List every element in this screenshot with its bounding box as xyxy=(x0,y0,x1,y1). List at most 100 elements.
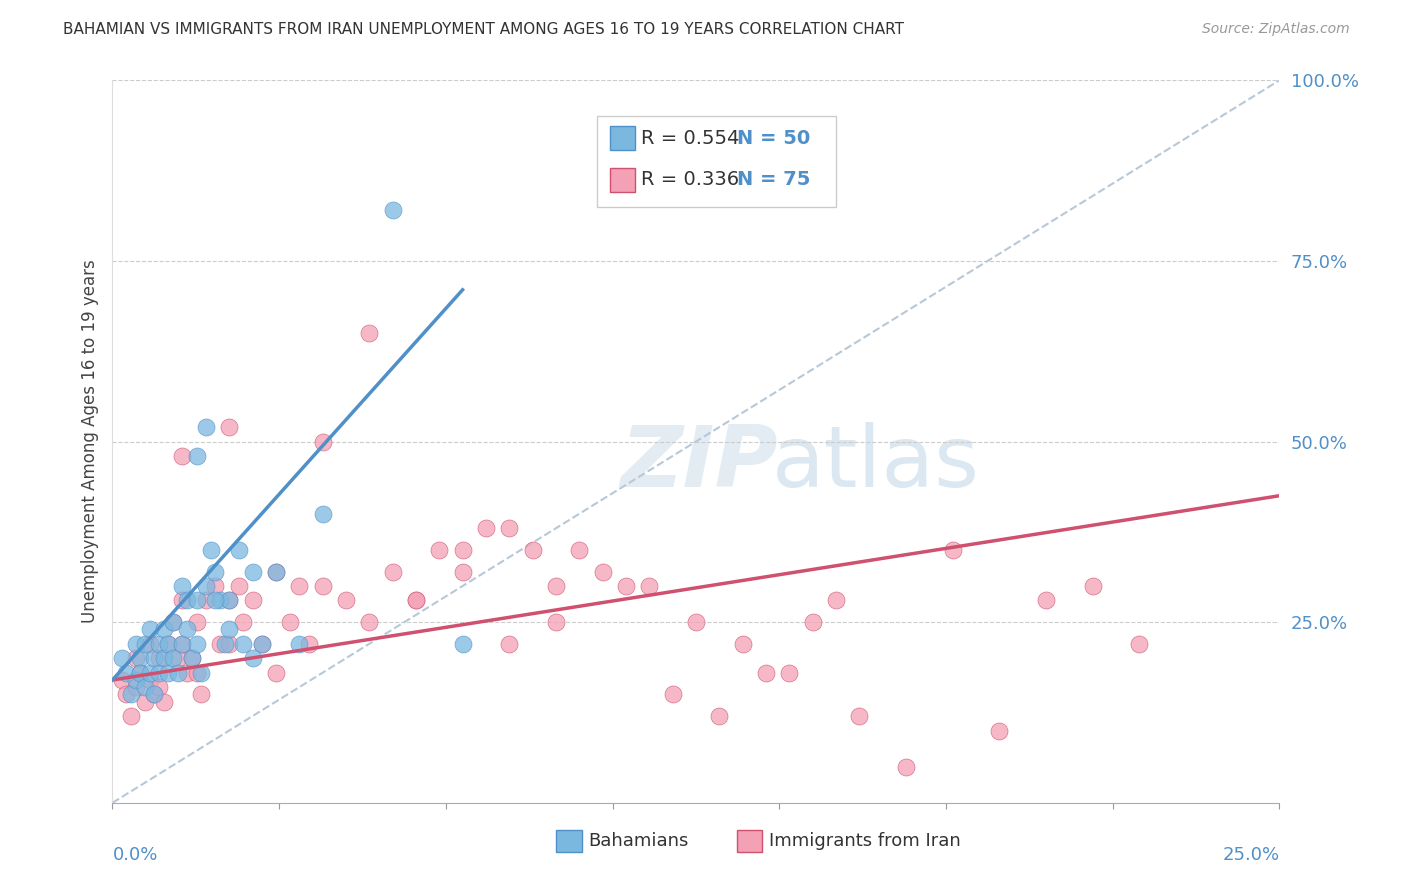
Point xyxy=(129,665,152,680)
Point xyxy=(129,651,152,665)
Point xyxy=(405,593,427,607)
Point xyxy=(157,665,180,680)
Point xyxy=(264,565,287,579)
Point xyxy=(214,637,236,651)
Point xyxy=(153,623,176,637)
Point xyxy=(153,651,176,665)
Point xyxy=(498,521,520,535)
Point xyxy=(250,637,273,651)
Point xyxy=(176,623,198,637)
Point xyxy=(180,651,202,665)
Point xyxy=(755,665,778,680)
Point xyxy=(228,542,250,557)
Bar xyxy=(737,830,762,852)
Point xyxy=(143,651,166,665)
Point xyxy=(311,507,333,521)
Point xyxy=(186,615,208,630)
Point xyxy=(200,542,222,557)
Point xyxy=(139,665,162,680)
Bar xyxy=(610,168,636,193)
Point xyxy=(848,709,870,723)
Point xyxy=(153,695,176,709)
Text: R = 0.554: R = 0.554 xyxy=(641,128,740,147)
Point xyxy=(148,637,170,651)
Point xyxy=(208,593,231,607)
Point xyxy=(1081,579,1104,593)
Point xyxy=(204,579,226,593)
Text: Source: ZipAtlas.com: Source: ZipAtlas.com xyxy=(1202,22,1350,37)
Point xyxy=(1035,593,1057,607)
Point xyxy=(166,651,188,665)
Point xyxy=(162,651,184,665)
Point xyxy=(731,637,754,651)
Point xyxy=(143,687,166,701)
Point xyxy=(190,665,212,680)
Point xyxy=(134,637,156,651)
Point xyxy=(134,680,156,694)
Point xyxy=(148,651,170,665)
Point xyxy=(180,651,202,665)
Y-axis label: Unemployment Among Ages 16 to 19 years: Unemployment Among Ages 16 to 19 years xyxy=(80,260,98,624)
Point xyxy=(204,593,226,607)
Point xyxy=(194,420,217,434)
Point xyxy=(614,579,637,593)
Point xyxy=(120,709,142,723)
Point xyxy=(125,680,148,694)
Point xyxy=(166,665,188,680)
Point xyxy=(194,579,217,593)
Point xyxy=(288,579,311,593)
Point xyxy=(143,687,166,701)
FancyBboxPatch shape xyxy=(596,117,837,207)
Point xyxy=(359,615,381,630)
Text: Bahamians: Bahamians xyxy=(589,832,689,850)
Point xyxy=(451,565,474,579)
Point xyxy=(139,673,162,687)
Point xyxy=(544,579,567,593)
Point xyxy=(218,593,240,607)
Point xyxy=(801,615,824,630)
Point xyxy=(186,449,208,463)
Point xyxy=(242,593,264,607)
Point xyxy=(451,637,474,651)
Bar xyxy=(555,830,582,852)
Point xyxy=(172,579,194,593)
Point xyxy=(1128,637,1150,651)
Point xyxy=(232,637,254,651)
Text: Immigrants from Iran: Immigrants from Iran xyxy=(769,832,962,850)
Point xyxy=(186,637,208,651)
Point xyxy=(218,623,240,637)
Point xyxy=(148,665,170,680)
Text: R = 0.336: R = 0.336 xyxy=(641,170,740,189)
Point xyxy=(297,637,319,651)
Text: N = 50: N = 50 xyxy=(737,128,810,147)
Text: 0.0%: 0.0% xyxy=(112,847,157,864)
Point xyxy=(157,637,180,651)
Point xyxy=(311,434,333,449)
Point xyxy=(709,709,731,723)
Point xyxy=(125,637,148,651)
Point xyxy=(194,593,217,607)
Point xyxy=(311,579,333,593)
Point xyxy=(218,420,240,434)
Point xyxy=(172,593,194,607)
Point xyxy=(208,637,231,651)
Point xyxy=(125,673,148,687)
Point xyxy=(204,565,226,579)
Point xyxy=(134,695,156,709)
Text: atlas: atlas xyxy=(772,422,980,505)
Point xyxy=(148,680,170,694)
Point xyxy=(498,637,520,651)
Bar xyxy=(610,126,636,151)
Point xyxy=(264,565,287,579)
Point xyxy=(335,593,357,607)
Point xyxy=(218,637,240,651)
Point xyxy=(176,593,198,607)
Point xyxy=(250,637,273,651)
Point xyxy=(172,637,194,651)
Point xyxy=(111,673,134,687)
Point xyxy=(242,565,264,579)
Point xyxy=(894,760,917,774)
Point xyxy=(176,665,198,680)
Point xyxy=(942,542,965,557)
Point xyxy=(427,542,450,557)
